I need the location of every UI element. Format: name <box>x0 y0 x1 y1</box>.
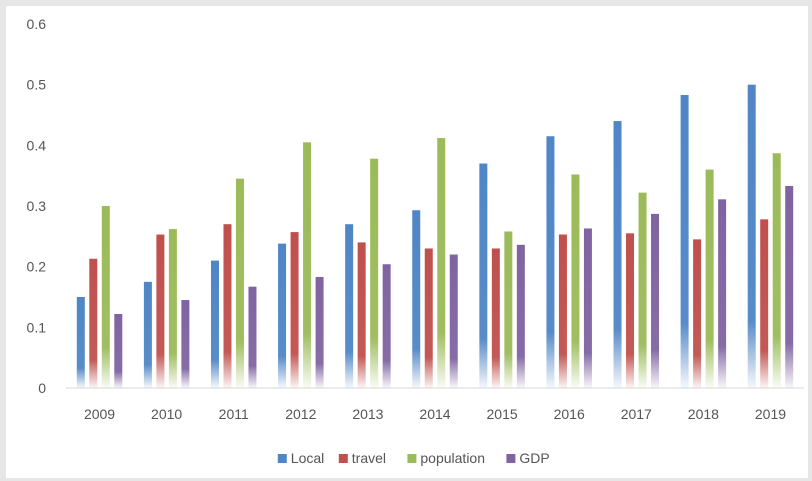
x-tick-label: 2019 <box>755 406 786 422</box>
x-tick-label: 2011 <box>219 406 249 422</box>
bar-local-2019 <box>747 84 756 389</box>
bar-travel-2014 <box>424 248 433 388</box>
y-axis: 0 0.1 0.2 0.3 0.4 0.5 0.6 <box>27 16 47 396</box>
legend-label-gdp: GDP <box>519 450 549 466</box>
legend-swatch-local <box>277 454 287 463</box>
x-tick-label: 2013 <box>352 406 383 422</box>
y-tick-label: 0.1 <box>27 319 47 335</box>
x-tick-label: 2015 <box>487 406 518 422</box>
legend-label-travel: travel <box>352 450 386 466</box>
legend-label-population: population <box>420 450 485 466</box>
bar-local-2017 <box>613 121 622 389</box>
bar-local-2014 <box>412 210 421 388</box>
bar-gdp-2011 <box>248 286 257 388</box>
bar-gdp-2017 <box>651 213 660 388</box>
bar-travel-2018 <box>693 239 702 388</box>
bar-travel-2013 <box>357 242 366 388</box>
legend-label-local: Local <box>291 450 324 466</box>
legend-swatch-population <box>407 454 417 463</box>
x-tick-label: 2014 <box>419 406 450 422</box>
bar-travel-2010 <box>156 234 165 388</box>
bar-population-2016 <box>571 174 580 388</box>
bar-gdp-2013 <box>382 264 391 388</box>
x-tick-label: 2012 <box>285 406 316 422</box>
bar-chart: 0 0.1 0.2 0.3 0.4 0.5 0.6 2009 2010 2011 2012 2013… <box>27 16 804 466</box>
y-tick-label: 0.2 <box>27 259 47 275</box>
bar-population-2019 <box>772 153 781 388</box>
bar-local-2011 <box>210 260 219 388</box>
x-tick-label: 2018 <box>688 406 719 422</box>
bar-gdp-2016 <box>583 228 592 388</box>
bar-local-2010 <box>143 281 152 388</box>
legend-swatch-travel <box>338 454 348 463</box>
bar-local-2015 <box>479 163 488 388</box>
bar-travel-2011 <box>223 224 232 388</box>
bar-local-2012 <box>278 243 287 388</box>
bar-travel-2019 <box>760 219 769 388</box>
bar-gdp-2014 <box>449 254 458 388</box>
bars <box>76 84 794 389</box>
bar-local-2016 <box>546 136 555 388</box>
bar-population-2014 <box>437 138 446 388</box>
chart-frame: 0 0.1 0.2 0.3 0.4 0.5 0.6 2009 2010 2011 2012 2013… <box>6 6 808 478</box>
x-tick-label: 2010 <box>151 406 182 422</box>
bar-population-2012 <box>303 142 312 388</box>
bar-travel-2017 <box>626 233 635 388</box>
legend: Local travel population GDP <box>277 450 550 466</box>
bar-travel-2012 <box>290 232 299 388</box>
legend-swatch-gdp <box>506 454 516 463</box>
bar-travel-2015 <box>491 248 500 388</box>
bar-gdp-2015 <box>516 244 525 388</box>
bar-gdp-2019 <box>785 185 794 388</box>
y-tick-label: 0.5 <box>27 77 47 93</box>
x-axis: 2009 2010 2011 2012 2013 2014 2015 2016 2017 2018… <box>84 406 786 422</box>
bar-population-2011 <box>235 178 244 388</box>
y-tick-label: 0 <box>38 380 46 396</box>
bar-local-2009 <box>76 297 85 388</box>
y-tick-label: 0.4 <box>27 137 47 153</box>
bar-gdp-2018 <box>718 199 727 388</box>
bar-local-2018 <box>680 94 689 388</box>
x-tick-label: 2017 <box>621 406 652 422</box>
bar-population-2013 <box>370 158 379 388</box>
y-tick-label: 0.3 <box>27 198 47 214</box>
bar-population-2010 <box>168 229 177 388</box>
bar-population-2017 <box>638 192 647 388</box>
bar-local-2013 <box>345 224 354 388</box>
bar-population-2009 <box>101 206 110 388</box>
y-tick-label: 0.6 <box>27 16 47 32</box>
bar-travel-2016 <box>558 234 567 388</box>
bar-gdp-2009 <box>114 313 123 388</box>
bar-population-2015 <box>504 231 513 388</box>
x-tick-label: 2009 <box>84 406 115 422</box>
bar-gdp-2012 <box>315 276 324 388</box>
x-tick-label: 2016 <box>554 406 585 422</box>
bar-gdp-2010 <box>181 300 190 388</box>
bar-travel-2009 <box>89 258 98 388</box>
bar-population-2018 <box>705 169 714 388</box>
